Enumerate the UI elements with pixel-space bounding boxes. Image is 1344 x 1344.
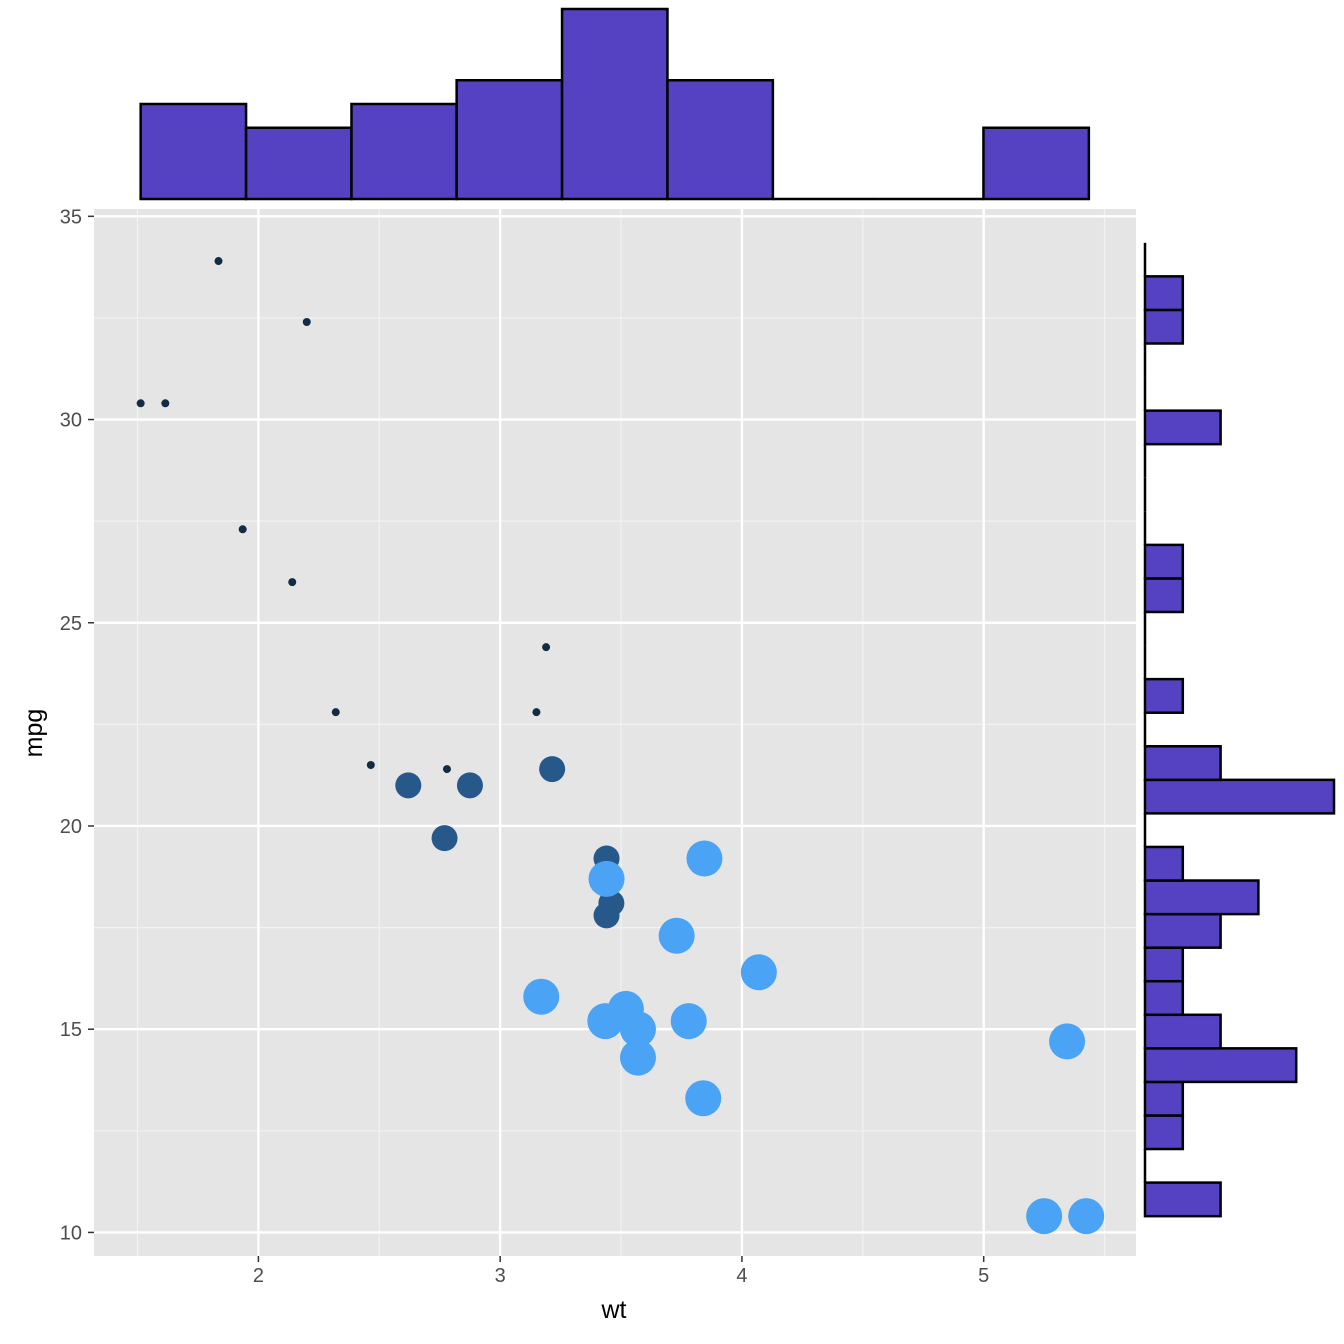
scatter-point (136, 399, 145, 408)
y-histogram-bar (1143, 979, 1185, 1017)
scatter-point (456, 772, 483, 799)
scatter-point (395, 772, 422, 799)
y-histogram-bar (1143, 543, 1185, 580)
x-histogram-bar (560, 7, 669, 201)
scatter-point (331, 708, 340, 717)
y-histogram-bar (1143, 845, 1185, 882)
scatter-point (1026, 1198, 1063, 1235)
y-axis-title: mpg (20, 709, 48, 758)
scatter-point (302, 317, 311, 326)
scatter-point (619, 1039, 656, 1076)
x-histogram-bar (139, 102, 248, 201)
y-tick-label: 10 (60, 1222, 82, 1244)
y-tick-label: 25 (60, 613, 82, 635)
scatter-point (539, 756, 566, 783)
y-tick-label: 35 (60, 206, 82, 228)
minor-gridlines (94, 209, 1136, 1256)
x-axis-title: wt (601, 1296, 627, 1324)
scatter-point (366, 761, 375, 770)
x-tick-label: 4 (736, 1265, 747, 1287)
y-histogram-bar (1143, 1181, 1222, 1218)
scatter-point (214, 257, 223, 266)
scatter-point (670, 1003, 707, 1040)
y-axis: 10 15 20 25 30 35 (60, 206, 94, 1244)
x-tick-label: 2 (253, 1265, 264, 1287)
scatter-point (685, 1080, 722, 1117)
scatter-point (658, 917, 695, 954)
y-histogram-bar (1143, 946, 1185, 983)
y-histogram-bar (1143, 879, 1260, 916)
y-histogram-bar (1143, 577, 1185, 614)
y-histogram-bar (1143, 1047, 1298, 1084)
scatter-point (532, 708, 541, 717)
scatter-point (619, 1011, 656, 1048)
scatter-point (542, 643, 551, 652)
y-histogram-bar (1143, 778, 1336, 815)
major-gridlines (94, 209, 1136, 1256)
x-histogram-bar (244, 126, 353, 201)
scatter-point (161, 399, 170, 408)
x-histogram-bar (666, 79, 775, 201)
y-histogram-bar (1143, 1114, 1185, 1151)
y-marginal-histogram (1143, 242, 1336, 1218)
y-tick-label: 20 (60, 816, 82, 838)
y-tick-label: 15 (60, 1019, 82, 1041)
scatter-points (136, 257, 1105, 1235)
x-tick-label: 5 (978, 1265, 989, 1287)
y-histogram-bar (1143, 912, 1222, 949)
y-histogram-bar (1143, 1013, 1222, 1050)
y-histogram-bar (1143, 308, 1185, 345)
scatter-point (1068, 1198, 1105, 1235)
scatter-point (431, 825, 458, 852)
y-tick-label: 30 (60, 410, 82, 432)
scatter-point (1049, 1023, 1086, 1060)
y-histogram-bar (1143, 745, 1222, 782)
scatter-point (288, 578, 297, 587)
scatter-point (523, 978, 560, 1015)
y-histogram-bar (1143, 409, 1222, 446)
x-histogram-bar (982, 126, 1091, 201)
panel-background (94, 209, 1136, 1256)
y-histogram-bar (1143, 677, 1185, 714)
x-axis: 2 3 4 5 (253, 1256, 989, 1287)
scatter-point (442, 765, 451, 774)
x-histogram-bar (455, 79, 564, 201)
y-histogram-bar (1143, 1080, 1185, 1117)
x-tick-label: 3 (495, 1265, 506, 1287)
scatter-point (238, 525, 247, 534)
x-marginal-histogram (139, 7, 1091, 201)
scatter-point (740, 954, 777, 991)
scatter-point (588, 860, 625, 897)
scatter-point (686, 840, 723, 877)
y-histogram-bar (1143, 275, 1185, 312)
x-histogram-bar (350, 102, 458, 201)
